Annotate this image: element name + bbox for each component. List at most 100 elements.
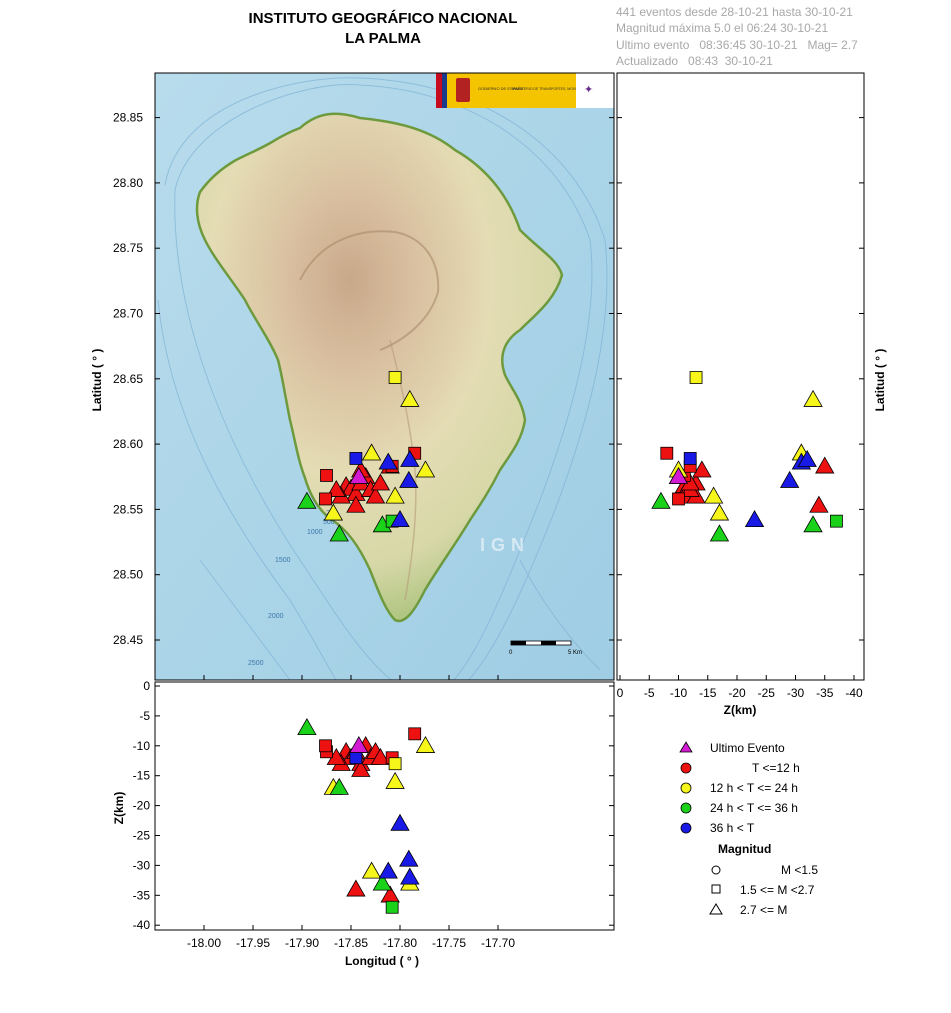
legend-mag-medium: 1.5 <= M <2.7	[740, 883, 815, 897]
depth-tick-right-label: -40	[845, 686, 863, 700]
ministry-logo: GOBIERNO DE ESPAÑA MINISTERIO DE TRANSPO…	[436, 73, 621, 108]
ylabel-right: Latitud ( ° )	[873, 349, 887, 412]
event-square-marker	[349, 751, 363, 765]
logo-ministerio-text: MINISTERIO DE TRANSPORTES, MOVILIDAD Y A…	[512, 87, 621, 91]
legend-mag-large: 2.7 <= M	[740, 903, 787, 917]
lon-tick-label: -18.00	[187, 936, 221, 950]
event-square-marker	[388, 757, 402, 771]
ylabel-left: Latitud ( ° )	[90, 349, 104, 412]
legend-marker-12h	[680, 762, 692, 774]
event-triangle-marker	[385, 771, 405, 789]
logo-gobierno-text: GOBIERNO DE ESPAÑA	[478, 86, 524, 91]
event-triangle-marker	[709, 524, 730, 542]
event-triangle-marker	[415, 735, 436, 753]
event-triangle-marker	[346, 879, 366, 897]
event-triangle-marker	[323, 503, 344, 521]
event-triangle-marker	[809, 495, 829, 513]
event-triangle-marker	[399, 849, 419, 867]
event-square-marker	[689, 371, 703, 384]
legend-mag-small: M <1.5	[781, 863, 818, 877]
event-triangle-marker	[400, 389, 420, 407]
legend-marker-24h	[680, 782, 692, 794]
contour-label-500: 500	[323, 519, 335, 526]
info-line-events: 441 eventos desde 28-10-21 hasta 30-10-2…	[616, 5, 853, 19]
contour-label-1000: 1000	[307, 529, 323, 536]
event-square-marker	[660, 446, 674, 460]
event-triangle-marker	[803, 515, 823, 533]
depth-tick-bottom-label: 0	[143, 679, 150, 693]
event-square-marker	[672, 492, 685, 506]
lat-tick-label: 28.60	[113, 437, 143, 451]
event-triangle-marker	[744, 510, 765, 527]
legend-marker-ultimo	[679, 741, 693, 753]
ign-watermark: IGN	[480, 535, 530, 555]
event-triangle-marker	[797, 449, 817, 467]
lat-tick-label: 28.80	[113, 176, 143, 190]
xlabel-bottom: Longitud ( ° )	[345, 954, 419, 968]
event-triangle-marker	[349, 735, 369, 753]
depth-tick-right-label: -20	[728, 686, 746, 700]
axes-layer: 28.85 28.80 28.75 28.70 28.65 28.60 28.55 28.50…	[113, 111, 864, 950]
lon-tick-label: -17.80	[383, 936, 417, 950]
event-triangle-marker	[709, 503, 730, 521]
event-square-marker	[320, 469, 333, 482]
lat-tick-label: 28.85	[113, 111, 143, 125]
event-triangle-marker	[692, 460, 712, 478]
lat-tick-label: 28.55	[113, 502, 143, 516]
lat-tick-label: 28.70	[113, 307, 143, 321]
event-triangle-marker	[779, 470, 800, 488]
legend-mag-circle-icon	[711, 865, 721, 875]
event-triangle-marker	[349, 466, 369, 484]
event-square-marker	[388, 371, 402, 384]
depth-tick-bottom-label: -10	[133, 739, 151, 753]
contour-label-2000: 2000	[268, 613, 284, 620]
legend-label-24h: 12 h < T <= 24 h	[710, 781, 798, 795]
event-triangle-marker	[297, 491, 317, 509]
depth-lat-frame	[616, 72, 865, 681]
page-subtitle: LA PALMA	[345, 30, 421, 47]
event-triangle-marker	[378, 452, 398, 470]
legend-label-older: 36 h < T	[710, 821, 755, 835]
legend-marker-36h	[680, 802, 692, 814]
event-triangle-marker	[370, 747, 391, 765]
event-triangle-marker	[361, 861, 382, 879]
depth-tick-right-label: -25	[758, 686, 776, 700]
lat-tick-label: 28.45	[113, 633, 143, 647]
events-lon-depth	[297, 718, 436, 914]
legend: Ultimo Evento T <=12 h 12 h < T <= 24 h …	[679, 741, 818, 917]
lat-tick-label: 28.50	[113, 568, 143, 582]
depth-tick-bottom-label: -15	[133, 769, 151, 783]
zlabel-bottom: Z(km)	[112, 792, 126, 825]
depth-tick-bottom-label: -25	[133, 829, 151, 843]
lat-tick-label: 28.65	[113, 372, 143, 386]
legend-label-12h: T <=12 h	[752, 761, 800, 775]
event-triangle-marker	[803, 389, 823, 407]
event-triangle-marker	[297, 718, 317, 736]
island-landmass	[195, 112, 564, 623]
scale-bar: 0 5 Km	[509, 640, 582, 656]
depth-tick-bottom-label: -40	[133, 918, 151, 932]
event-triangle-marker	[329, 524, 349, 542]
event-triangle-marker	[703, 486, 724, 504]
event-square-marker	[683, 452, 697, 465]
event-triangle-marker	[385, 486, 405, 504]
lon-tick-label: -17.95	[236, 936, 270, 950]
scale-label-0: 0	[509, 650, 513, 656]
depth-tick-right-label: -5	[644, 686, 655, 700]
event-triangle-marker	[415, 460, 436, 478]
event-triangle-marker	[651, 491, 671, 509]
info-line-maxmag: Magnitud máxima 5.0 el 06:24 30-10-21	[616, 21, 829, 35]
scale-label-5km: 5 Km	[568, 650, 582, 656]
event-triangle-marker	[329, 777, 349, 795]
event-triangle-marker	[390, 813, 410, 831]
event-triangle-marker	[372, 873, 393, 891]
depth-tick-right-label: -15	[699, 686, 717, 700]
depth-tick-right-label: -10	[670, 686, 688, 700]
event-triangle-marker	[668, 466, 689, 484]
events-depth-lat	[651, 371, 843, 542]
event-square-marker	[319, 492, 332, 506]
depth-tick-bottom-label: -5	[139, 709, 150, 723]
event-square-marker	[349, 452, 363, 465]
lon-tick-label: -17.70	[481, 936, 515, 950]
